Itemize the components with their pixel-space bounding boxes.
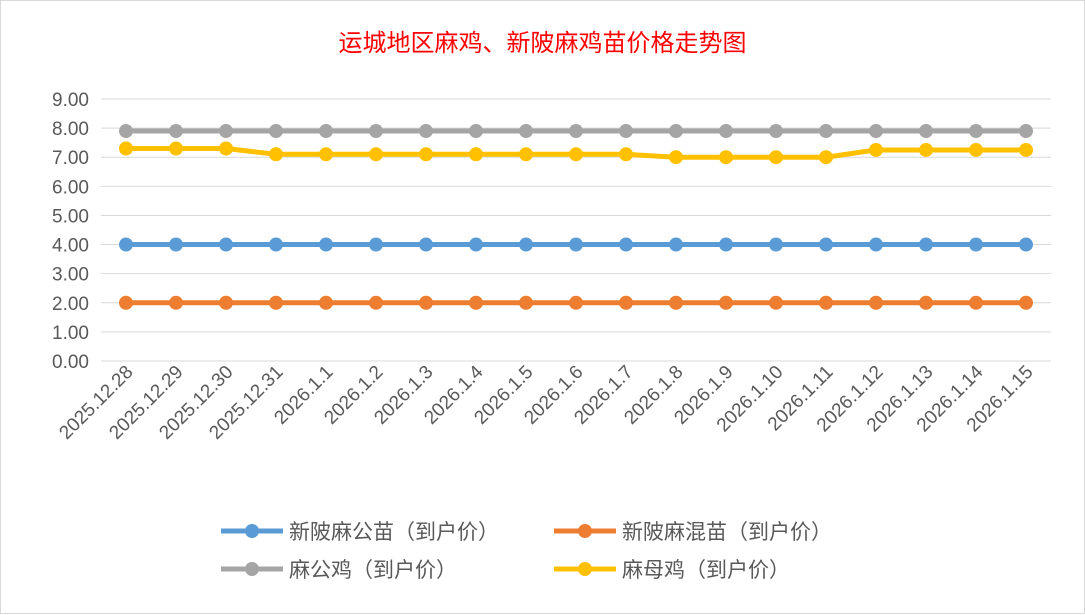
chart-title: 运城地区麻鸡、新陂麻鸡苗价格走势图 (338, 29, 747, 57)
data-point (519, 147, 533, 162)
data-point (569, 237, 583, 252)
data-point (869, 142, 883, 157)
data-point (669, 237, 683, 252)
legend-marker (578, 524, 592, 538)
data-point (669, 124, 683, 139)
data-point (319, 147, 333, 162)
data-point (719, 124, 733, 139)
data-point (219, 141, 233, 156)
data-point (569, 147, 583, 162)
data-point (719, 295, 733, 310)
data-point (819, 124, 833, 139)
data-point (1019, 295, 1033, 310)
data-point (619, 124, 633, 139)
data-point (719, 237, 733, 252)
data-point (269, 237, 283, 252)
y-tick-label: 2.00 (52, 294, 89, 315)
data-point (769, 295, 783, 310)
data-point (519, 237, 533, 252)
data-point (469, 147, 483, 162)
data-point (169, 124, 183, 139)
data-point (1019, 124, 1033, 139)
data-point (469, 237, 483, 252)
data-point (269, 295, 283, 310)
data-point (769, 124, 783, 139)
y-tick-label: 7.00 (52, 148, 89, 169)
data-point (519, 295, 533, 310)
y-tick-label: 3.00 (52, 265, 89, 286)
y-tick-label: 9.00 (52, 90, 89, 111)
legend-marker (578, 562, 592, 576)
data-point (319, 124, 333, 139)
legend-marker (245, 524, 259, 538)
data-point (919, 237, 933, 252)
data-point (819, 150, 833, 165)
data-point (869, 124, 883, 139)
data-point (969, 237, 983, 252)
data-point (369, 147, 383, 162)
data-point (569, 295, 583, 310)
legend-label: 麻母鸡（到户价） (622, 558, 790, 582)
data-point (419, 124, 433, 139)
y-tick-label: 5.00 (52, 206, 89, 227)
data-point (119, 295, 133, 310)
data-point (719, 150, 733, 165)
data-point (269, 124, 283, 139)
data-point (369, 295, 383, 310)
data-point (169, 237, 183, 252)
data-point (419, 237, 433, 252)
data-point (669, 295, 683, 310)
legend-label: 麻公鸡（到户价） (289, 558, 457, 582)
data-point (569, 124, 583, 139)
legend-marker (245, 562, 259, 576)
data-point (969, 295, 983, 310)
y-tick-label: 0.00 (52, 352, 89, 373)
data-point (819, 295, 833, 310)
data-point (169, 295, 183, 310)
data-point (919, 124, 933, 139)
data-point (319, 295, 333, 310)
data-point (369, 124, 383, 139)
data-point (619, 237, 633, 252)
data-point (219, 237, 233, 252)
legend-label: 新陂麻公苗（到户价） (289, 520, 499, 544)
data-point (419, 295, 433, 310)
data-point (969, 124, 983, 139)
data-point (869, 295, 883, 310)
data-point (919, 142, 933, 157)
data-point (919, 295, 933, 310)
data-point (369, 237, 383, 252)
y-tick-label: 4.00 (52, 236, 89, 257)
data-point (819, 237, 833, 252)
y-tick-label: 6.00 (52, 177, 89, 198)
data-point (769, 237, 783, 252)
legend-label: 新陂麻混苗（到户价） (622, 520, 832, 544)
data-point (119, 141, 133, 156)
y-tick-label: 1.00 (52, 323, 89, 344)
data-point (119, 124, 133, 139)
data-point (669, 150, 683, 165)
data-point (969, 142, 983, 157)
data-point (869, 237, 883, 252)
y-tick-label: 8.00 (52, 119, 89, 140)
data-point (169, 141, 183, 156)
data-point (1019, 237, 1033, 252)
data-point (469, 124, 483, 139)
data-point (219, 295, 233, 310)
data-point (619, 295, 633, 310)
data-point (769, 150, 783, 165)
data-point (519, 124, 533, 139)
data-point (419, 147, 433, 162)
data-point (219, 124, 233, 139)
data-point (1019, 142, 1033, 157)
data-point (269, 147, 283, 162)
data-point (319, 237, 333, 252)
data-point (619, 147, 633, 162)
data-point (119, 237, 133, 252)
data-point (469, 295, 483, 310)
